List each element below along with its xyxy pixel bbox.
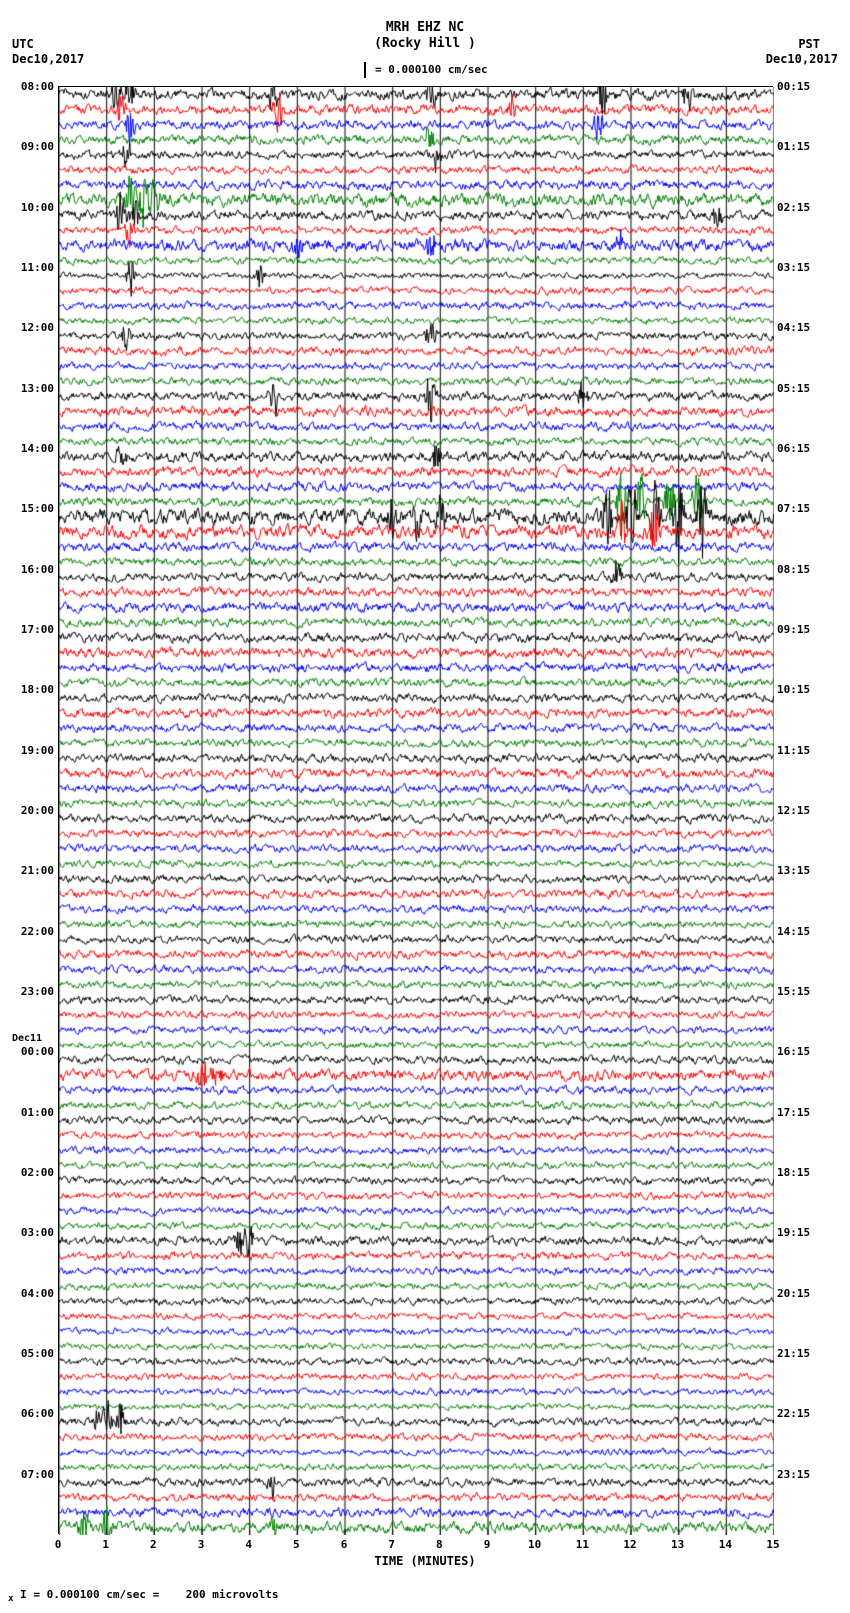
utc-label: 23:00 (2, 985, 54, 998)
pst-label: 15:15 (777, 985, 810, 998)
x-tick: 3 (198, 1538, 205, 1551)
x-tick: 11 (576, 1538, 589, 1551)
utc-label: 08:00 (2, 80, 54, 93)
x-tick: 6 (341, 1538, 348, 1551)
station-location: (Rocky Hill ) (0, 36, 850, 51)
utc-label: 21:00 (2, 864, 54, 877)
pst-label: 05:15 (777, 382, 810, 395)
utc-label: 19:00 (2, 744, 54, 757)
utc-label: 14:00 (2, 442, 54, 455)
utc-label: 04:00 (2, 1287, 54, 1300)
x-tick: 5 (293, 1538, 300, 1551)
x-tick: 15 (766, 1538, 779, 1551)
x-tick: 8 (436, 1538, 443, 1551)
timezone-left: UTC (12, 37, 34, 51)
pst-label: 13:15 (777, 864, 810, 877)
x-tick: 9 (484, 1538, 491, 1551)
x-tick: 4 (245, 1538, 252, 1551)
pst-label: 12:15 (777, 804, 810, 817)
pst-label: 08:15 (777, 563, 810, 576)
pst-label: 18:15 (777, 1166, 810, 1179)
pst-label: 17:15 (777, 1106, 810, 1119)
x-tick: 14 (719, 1538, 732, 1551)
pst-label: 04:15 (777, 321, 810, 334)
seismogram-canvas (59, 87, 774, 1535)
utc-label: 17:00 (2, 623, 54, 636)
pst-label: 14:15 (777, 925, 810, 938)
pst-label: 06:15 (777, 442, 810, 455)
utc-label: 16:00 (2, 563, 54, 576)
utc-label: 06:00 (2, 1407, 54, 1420)
station-code: MRH EHZ NC (0, 20, 850, 35)
pst-label: 20:15 (777, 1287, 810, 1300)
utc-label: 02:00 (2, 1166, 54, 1179)
utc-label: 11:00 (2, 261, 54, 274)
pst-label: 11:15 (777, 744, 810, 757)
utc-label: 09:00 (2, 140, 54, 153)
x-tick: 2 (150, 1538, 157, 1551)
pst-label: 21:15 (777, 1347, 810, 1360)
date-change: Dec11 (12, 1033, 42, 1044)
helicorder-plot (58, 86, 773, 1534)
utc-label: 00:00 (2, 1045, 54, 1058)
timezone-right: PST (798, 37, 820, 51)
utc-label: 12:00 (2, 321, 54, 334)
pst-label: 02:15 (777, 201, 810, 214)
utc-label: 03:00 (2, 1226, 54, 1239)
utc-label: 05:00 (2, 1347, 54, 1360)
x-tick: 13 (671, 1538, 684, 1551)
pst-label: 16:15 (777, 1045, 810, 1058)
footer-scale: x I = 0.000100 cm/sec = 200 microvolts (8, 1588, 278, 1604)
seismogram-container: MRH EHZ NC (Rocky Hill ) = 0.000100 cm/s… (0, 0, 850, 1613)
pst-label: 10:15 (777, 683, 810, 696)
x-tick: 12 (623, 1538, 636, 1551)
date-right: Dec10,2017 (766, 52, 838, 66)
pst-label: 01:15 (777, 140, 810, 153)
date-left: Dec10,2017 (12, 52, 84, 66)
x-tick: 1 (102, 1538, 109, 1551)
utc-label: 13:00 (2, 382, 54, 395)
x-axis-title: TIME (MINUTES) (0, 1554, 850, 1568)
pst-label: 03:15 (777, 261, 810, 274)
pst-label: 22:15 (777, 1407, 810, 1420)
utc-label: 18:00 (2, 683, 54, 696)
utc-label: 10:00 (2, 201, 54, 214)
scale-indicator: = 0.000100 cm/sec (0, 62, 850, 78)
utc-label: 07:00 (2, 1468, 54, 1481)
x-tick: 10 (528, 1538, 541, 1551)
utc-label: 20:00 (2, 804, 54, 817)
pst-label: 23:15 (777, 1468, 810, 1481)
utc-label: 22:00 (2, 925, 54, 938)
pst-label: 00:15 (777, 80, 810, 93)
x-tick: 0 (55, 1538, 62, 1551)
utc-label: 01:00 (2, 1106, 54, 1119)
pst-label: 19:15 (777, 1226, 810, 1239)
x-tick: 7 (388, 1538, 395, 1551)
pst-label: 09:15 (777, 623, 810, 636)
pst-label: 07:15 (777, 502, 810, 515)
utc-label: 15:00 (2, 502, 54, 515)
